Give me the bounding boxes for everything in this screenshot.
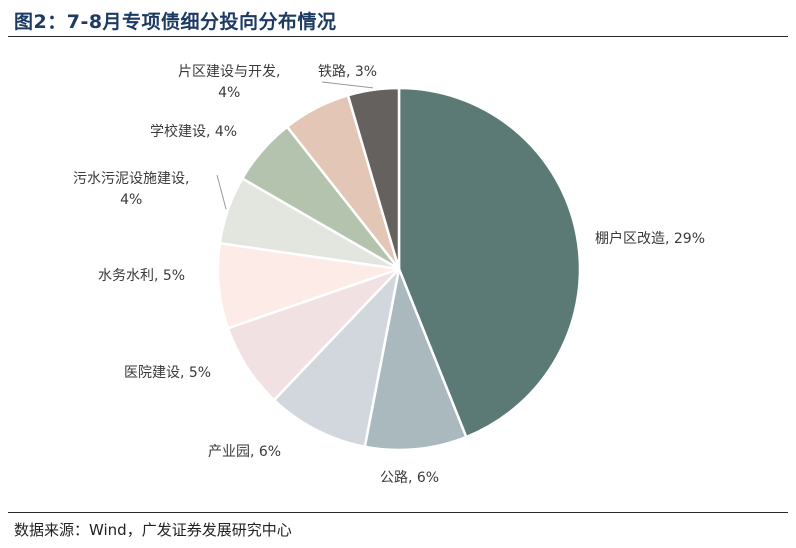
label-slice-8: 片区建设与开发, 4% — [178, 64, 280, 101]
source-divider — [8, 512, 788, 513]
pie-slice-1 — [397, 86, 582, 439]
label-slice-1: 棚户区改造, 29% — [595, 230, 705, 247]
source-note: 数据来源：Wind，广发证券发展研究中心 — [14, 521, 292, 539]
label-slice-5: 水务水利, 5% — [98, 268, 185, 284]
label-slice-3: 产业园, 6% — [208, 444, 281, 460]
leader-lines — [216, 81, 374, 210]
label-slice-7: 学校建设, 4% — [150, 123, 237, 140]
label-slice-9: 铁路, 3% — [318, 64, 377, 80]
label-slice-2: 公路, 6% — [380, 470, 439, 486]
leader-line-slice-6 — [216, 174, 227, 210]
slice-labels: 棚户区改造, 29% 公路, 6% 产业园, 6% 医院建设, 5% 水务水利, 5% 污… — [73, 64, 705, 486]
title-divider — [8, 36, 788, 37]
pie-slice-9 — [346, 86, 401, 271]
pie-slice-2 — [363, 267, 468, 452]
pie-slices — [216, 86, 582, 452]
chart-title: 图2：7-8月专项债细分投向分布情况 — [14, 11, 337, 33]
label-slice-6: 污水污泥设施建设, 4% — [73, 171, 189, 208]
pie-slice-3 — [272, 267, 401, 448]
leader-line-slice-9 — [321, 81, 374, 89]
label-slice-4: 医院建设, 5% — [124, 365, 211, 381]
